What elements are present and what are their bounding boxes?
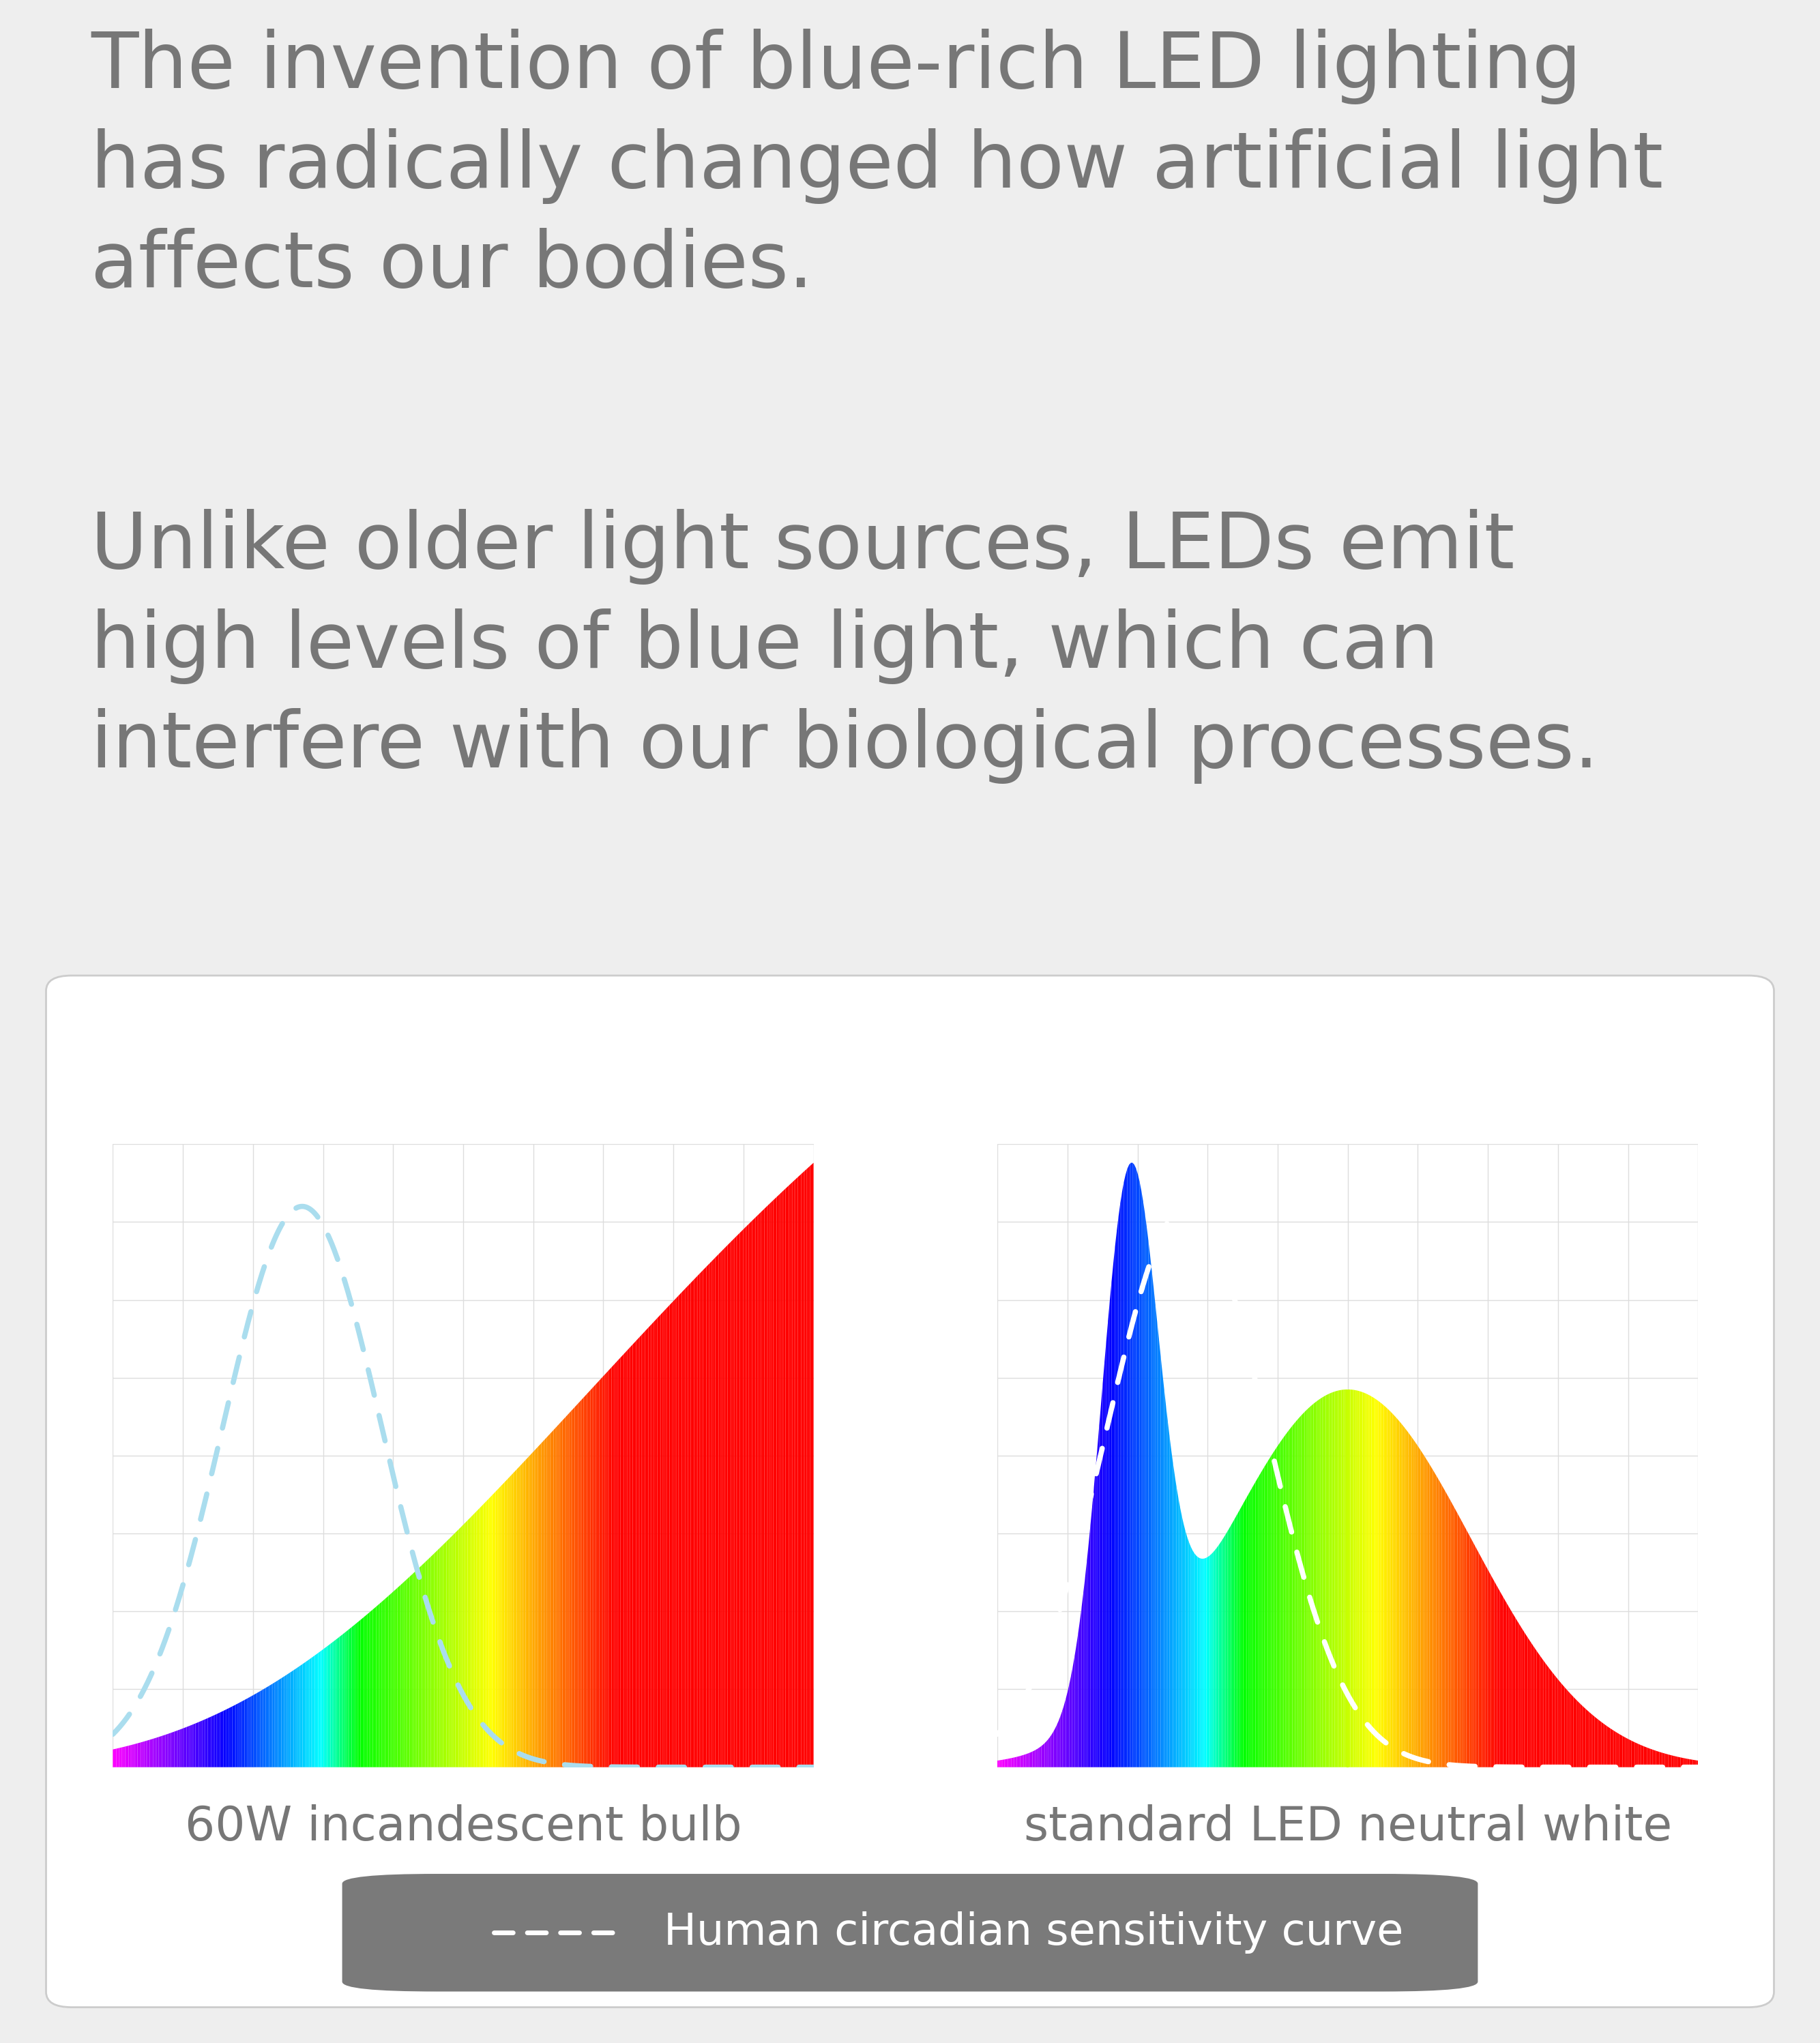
Text: The invention of blue-rich LED lighting
has radically changed how artificial lig: The invention of blue-rich LED lighting … xyxy=(91,29,1663,304)
Text: Human circadian sensitivity curve: Human circadian sensitivity curve xyxy=(664,1912,1403,1953)
FancyBboxPatch shape xyxy=(342,1873,1478,1992)
Text: 60W incandescent bulb: 60W incandescent bulb xyxy=(184,1804,743,1849)
FancyBboxPatch shape xyxy=(46,975,1774,2006)
Text: standard LED neutral white: standard LED neutral white xyxy=(1023,1804,1673,1849)
Text: Unlike older light sources, LEDs emit
high levels of blue light, which can
inter: Unlike older light sources, LEDs emit hi… xyxy=(91,509,1600,785)
